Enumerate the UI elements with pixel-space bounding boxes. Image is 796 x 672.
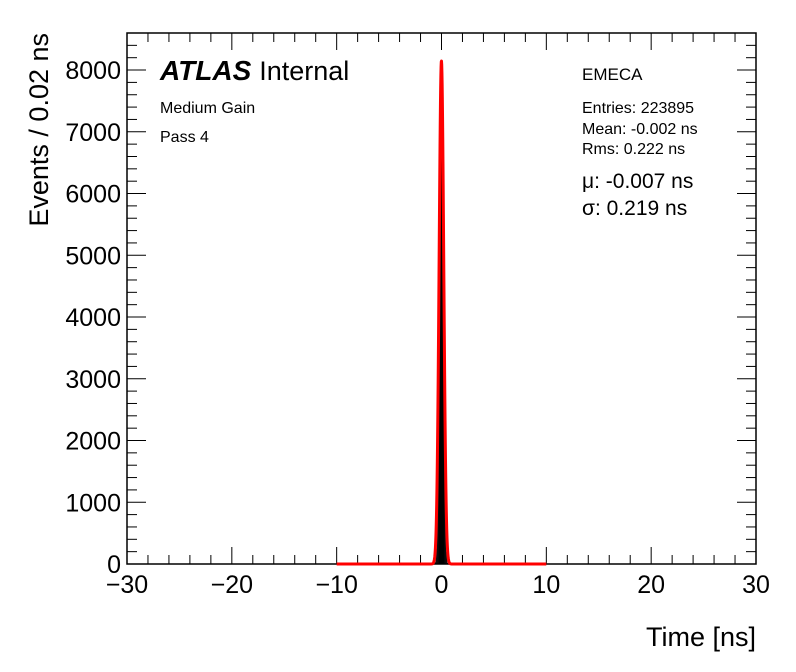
x-tick-label: 10: [532, 571, 560, 599]
y-tick-label: 6000: [65, 181, 121, 209]
entries-stat: Entries: 223895: [582, 100, 694, 117]
gaussian-fit-curve: [335, 59, 548, 566]
x-tick-label: −20: [211, 571, 253, 599]
y-tick-label: 8000: [65, 57, 121, 85]
x-axis-title: Time [ns]: [646, 622, 756, 652]
rms-stat: Rms: 0.222 ns: [582, 141, 685, 158]
fit-mu-stat: μ: -0.007 ns: [582, 170, 693, 193]
atlas-label: ATLAS Internal: [159, 55, 349, 86]
x-axis-ticks: −30 −20 −10 0 10 20 30: [106, 33, 770, 599]
y-axis-title: Events / 0.02 ns: [24, 33, 54, 227]
x-tick-label: −10: [315, 571, 357, 599]
x-tick-label: −30: [106, 571, 148, 599]
mean-stat: Mean: -0.002 ns: [582, 121, 698, 138]
x-tick-label: 0: [435, 571, 449, 599]
gain-label: Medium Gain: [160, 100, 255, 117]
pass-label: Pass 4: [160, 129, 209, 146]
y-tick-label: 2000: [65, 428, 121, 456]
y-tick-label: 4000: [65, 304, 121, 332]
y-tick-label: 7000: [65, 119, 121, 147]
y-tick-label: 3000: [65, 366, 121, 394]
x-tick-label: 20: [637, 571, 665, 599]
data-layer: [335, 59, 548, 566]
y-tick-label: 0: [107, 551, 121, 579]
x-tick-label: 30: [742, 571, 770, 599]
fit-sigma-stat: σ: 0.219 ns: [582, 197, 687, 220]
atlas-logo-text: ATLAS: [159, 55, 252, 86]
region-label: EMECA: [582, 65, 643, 84]
y-tick-label: 5000: [65, 242, 121, 270]
y-tick-label: 1000: [65, 489, 121, 517]
y-axis-ticks: 0 1000 2000 3000 4000 5000 6000 7000 8000: [65, 32, 756, 579]
atlas-internal-text: Internal: [259, 56, 349, 86]
